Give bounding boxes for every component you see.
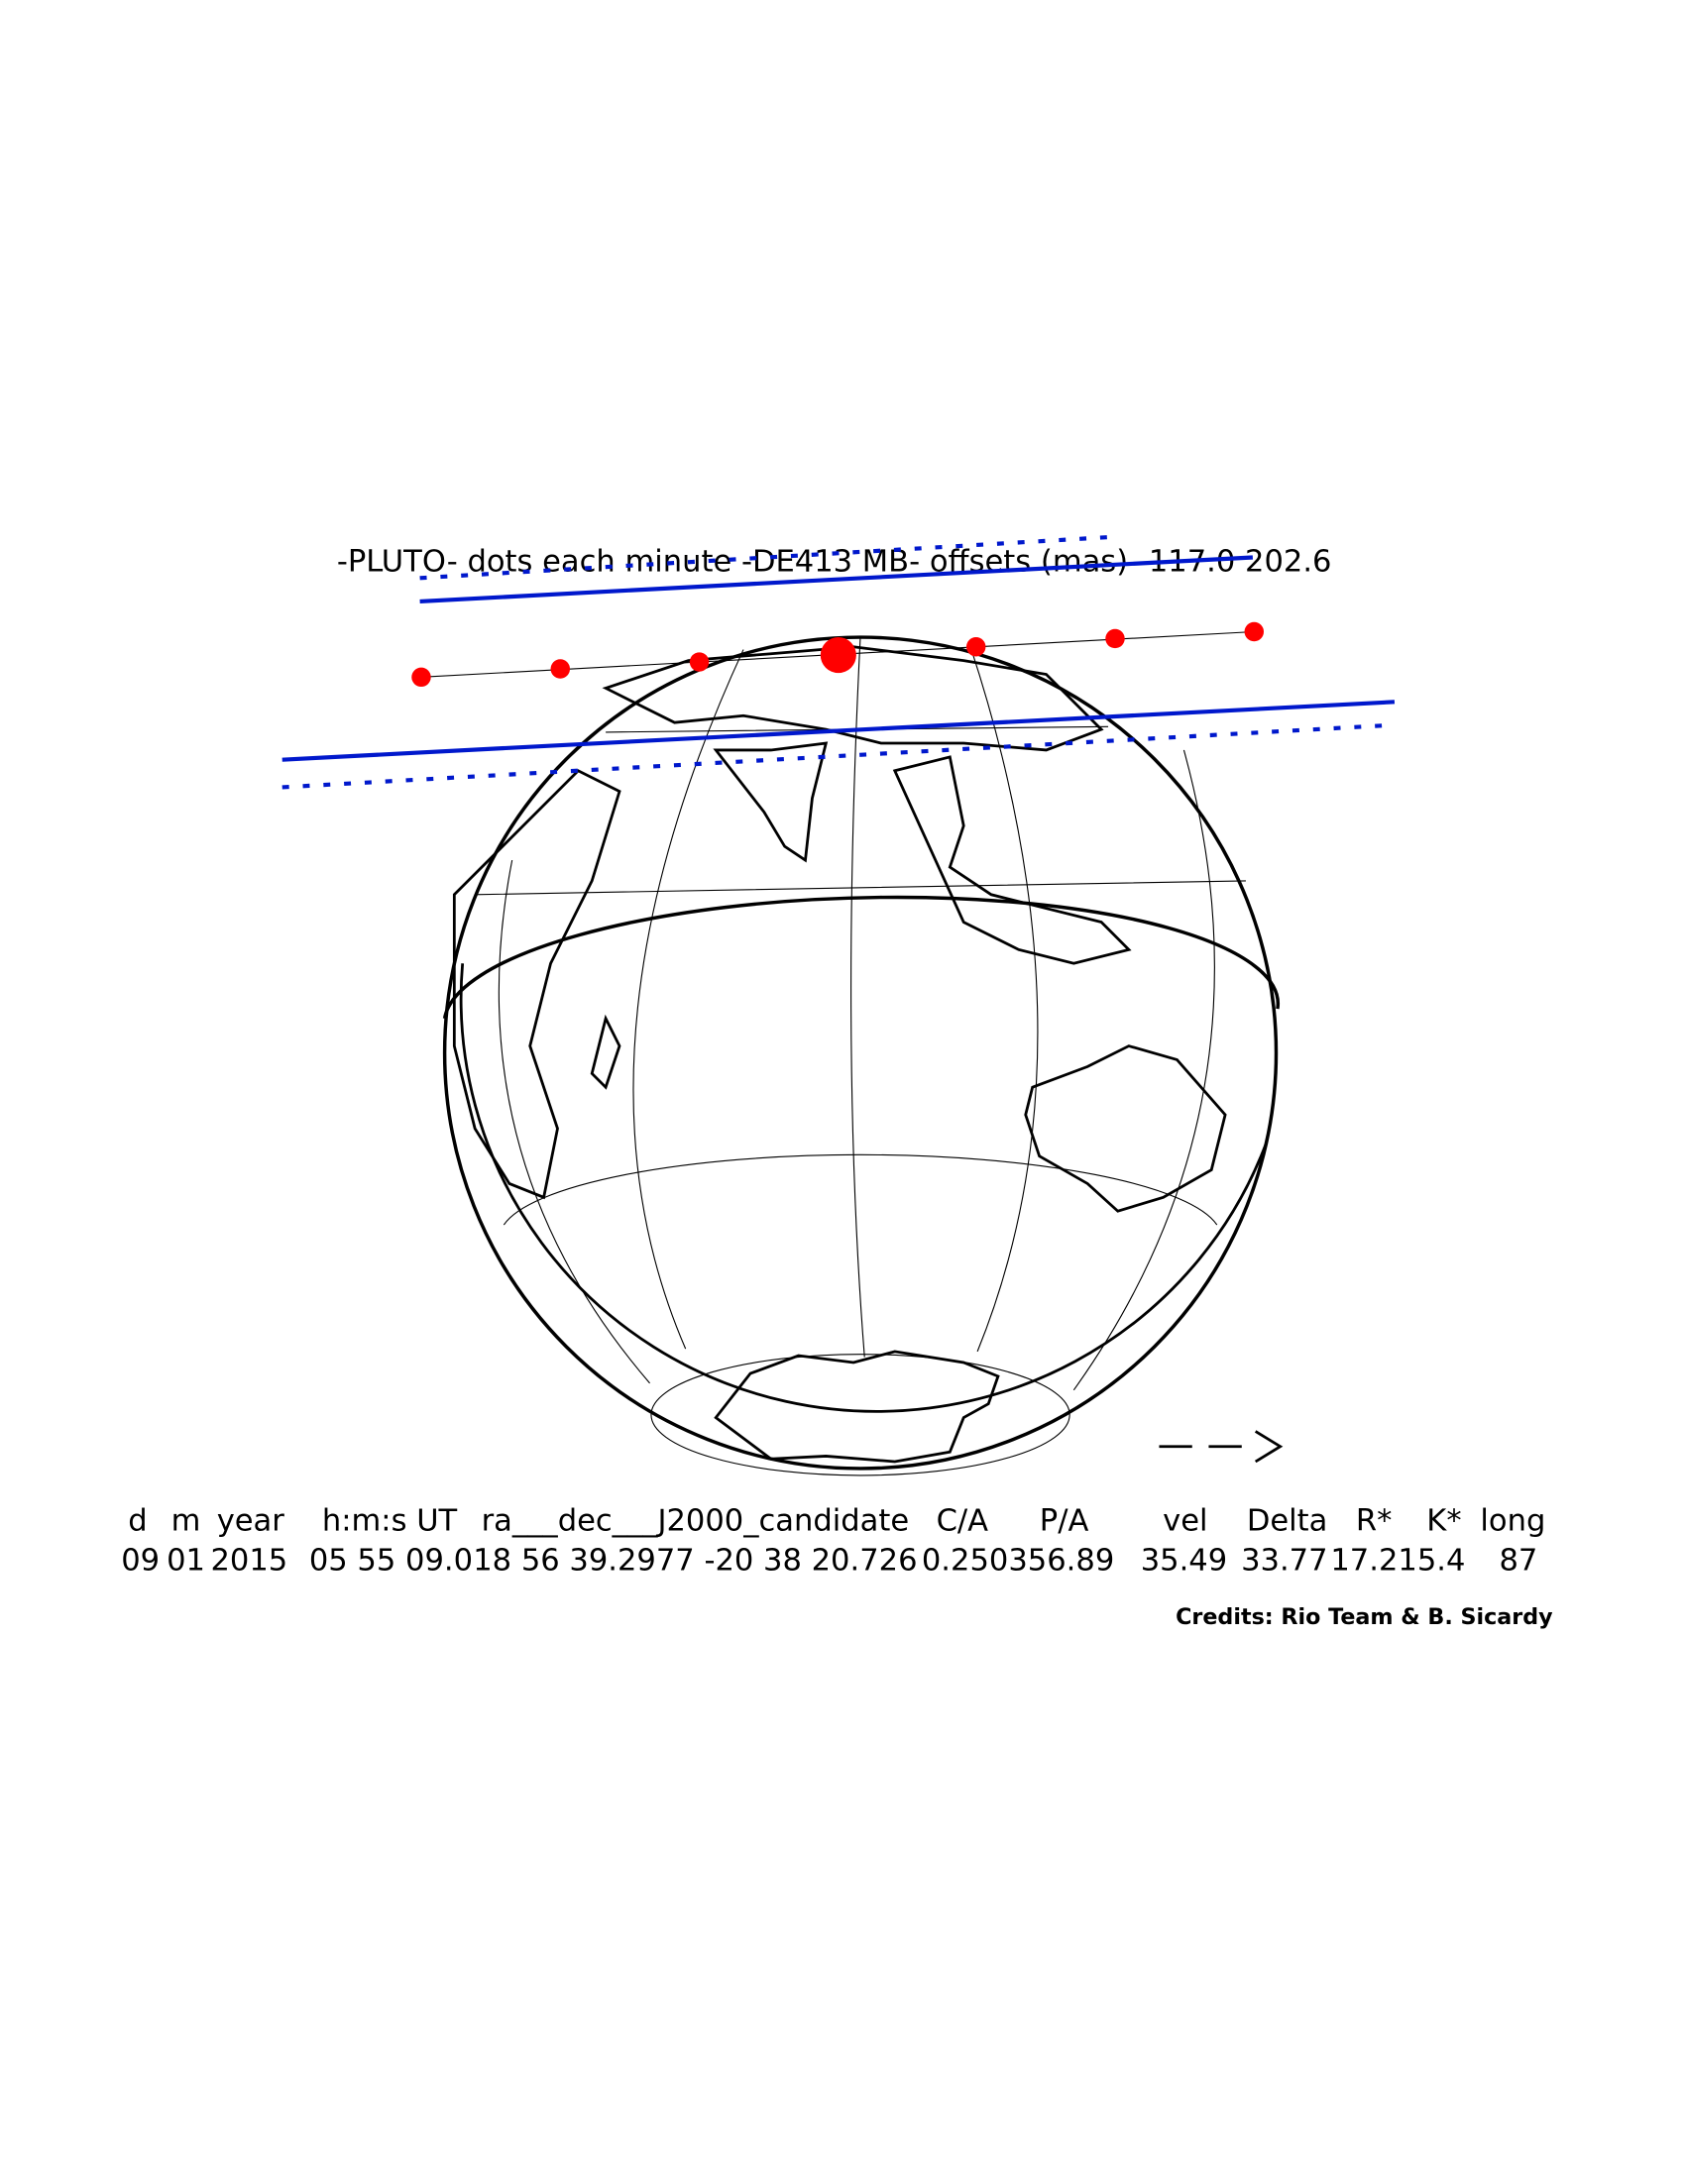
shadow-limit-uncertainty [419, 534, 1116, 581]
table-value: 2015 [211, 1544, 288, 1579]
table-value: 05 55 09.0 [309, 1544, 473, 1579]
shadow-limit [281, 700, 1396, 762]
limb-edge [459, 963, 1269, 1413]
credits: Credits: Rio Team & B. Sicardy [1176, 1604, 1553, 1630]
latitude-circle [503, 1153, 1218, 1226]
meridian [850, 635, 865, 1358]
closest-approach-dot [820, 637, 856, 674]
table-header: m [171, 1503, 201, 1538]
globe [442, 635, 1281, 1476]
shadow-limit [419, 555, 1253, 604]
table-header: Delta [1247, 1503, 1328, 1538]
australia [1024, 1044, 1227, 1213]
minute-dot [1244, 621, 1264, 642]
table-value: 356.89 [1008, 1544, 1114, 1579]
table-header: year [217, 1503, 285, 1538]
minute-dot [550, 659, 570, 679]
table-value: 0.250 [922, 1544, 1008, 1579]
minute-dot [1105, 628, 1125, 649]
meridian [1072, 749, 1215, 1391]
table-value: 15.4 [1398, 1544, 1465, 1579]
direction-arrow [1159, 1430, 1284, 1464]
asia [602, 645, 1104, 752]
table-header: h:m:s UT [322, 1503, 458, 1538]
table-value: 33.77 [1241, 1544, 1327, 1579]
table-value: 09 [121, 1544, 160, 1579]
minute-dot [689, 652, 710, 672]
madagascar [590, 1014, 621, 1090]
table-header: P/A [1040, 1503, 1089, 1538]
table-header: ra___dec___J2000_candidate [482, 1503, 910, 1538]
table-value: 01 [167, 1544, 205, 1579]
se-asia [892, 755, 1132, 965]
equator [442, 895, 1281, 1020]
table-value: 18 56 39.2977 -20 38 20.726 [473, 1544, 917, 1579]
data-table: d m year h:m:s UT ra___dec___J2000_candidate… [121, 1503, 1545, 1578]
antarctic-circle [650, 1354, 1070, 1476]
meridian [969, 646, 1039, 1353]
india [713, 741, 829, 863]
shadow-path [281, 534, 1396, 790]
meridian [498, 859, 650, 1384]
table-header: long [1480, 1503, 1545, 1538]
minute-dot [411, 667, 431, 688]
table-value: 35.49 [1141, 1544, 1227, 1579]
table-header: R* [1356, 1503, 1393, 1538]
africa [452, 769, 621, 1200]
table-header: C/A [937, 1503, 989, 1538]
minute-dots [411, 621, 1264, 688]
table-value: 17.2 [1330, 1544, 1398, 1579]
table-header: d [128, 1503, 147, 1538]
table-header: K* [1426, 1503, 1461, 1538]
table-header: vel [1163, 1503, 1207, 1538]
table-value: 87 [1500, 1544, 1538, 1579]
antarctica [714, 1350, 1000, 1464]
minute-dot [966, 637, 986, 657]
